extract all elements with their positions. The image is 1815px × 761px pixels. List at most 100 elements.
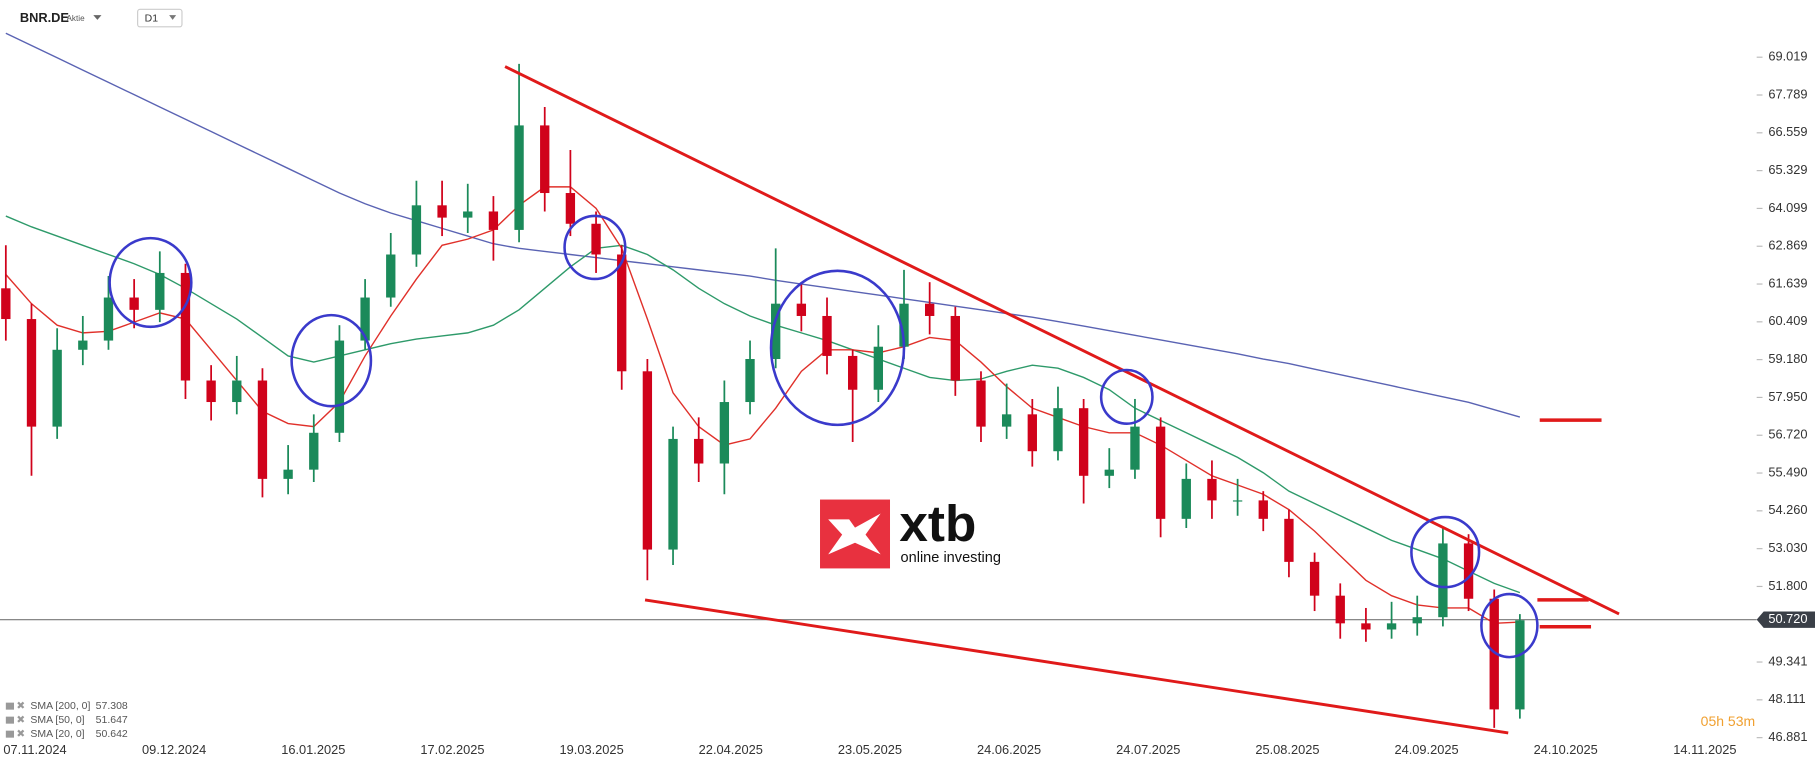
candle-body	[1463, 543, 1474, 599]
legend-icon	[5, 716, 14, 724]
candle-body	[642, 371, 653, 550]
logo-mark	[828, 513, 881, 555]
candle-body	[283, 469, 293, 479]
candle-body	[745, 359, 755, 403]
legend-icon	[5, 730, 14, 738]
resistance-line	[504, 65, 1620, 616]
candle-body	[1078, 408, 1089, 476]
y-tick-label: 46.881	[1768, 729, 1807, 744]
legend-close: ✖	[16, 700, 25, 712]
asset-type: Aktie	[66, 14, 85, 23]
top-bar: BNR.DE Aktie D1	[20, 8, 183, 28]
last-price-tag	[1756, 611, 1815, 628]
x-tick-label: 17.02.2025	[420, 742, 484, 757]
brand: xtb	[899, 495, 976, 552]
legend-close: ✖	[16, 728, 25, 740]
candle-body	[1104, 469, 1114, 476]
annotations	[108, 65, 1620, 735]
candle-body	[771, 303, 781, 360]
candle-body	[976, 380, 986, 427]
candle-body	[309, 432, 319, 470]
legend-name: SMA [50, 0]	[30, 714, 84, 726]
legend-value: 57.308	[96, 700, 128, 712]
candle-body	[950, 315, 960, 381]
y-tick-label: 60.409	[1768, 313, 1807, 328]
candle-body	[1232, 500, 1243, 502]
candle-body	[1027, 414, 1037, 452]
candle-body	[565, 193, 576, 224]
last-price-label: 50.720	[1768, 611, 1807, 626]
candle-body	[26, 319, 37, 427]
candle-body	[232, 380, 242, 403]
candle-body	[796, 303, 807, 316]
circle	[108, 236, 193, 329]
candle-body	[386, 254, 396, 298]
x-tick-label: 23.05.2025	[838, 742, 902, 757]
highlight-circles	[108, 214, 1539, 659]
legend-value: 51.647	[96, 714, 128, 726]
candle-body	[540, 125, 550, 194]
circle	[563, 214, 627, 281]
circle	[1410, 515, 1481, 589]
sma-line	[5, 215, 1521, 594]
candle-body	[668, 438, 678, 550]
candle-body	[1361, 623, 1371, 630]
y-tick-label: 62.869	[1768, 238, 1807, 253]
circle	[769, 269, 906, 427]
timeframe[interactable]: D1	[145, 12, 159, 24]
timeframe-caret	[169, 15, 177, 20]
x-tick-label: 19.03.2025	[560, 742, 624, 757]
sma-line	[5, 32, 1521, 418]
plot	[0, 32, 1757, 728]
candle-body	[1438, 543, 1448, 618]
candle-body	[514, 125, 524, 230]
symbol-dropdown[interactable]	[93, 15, 102, 20]
x-tick-label: 22.04.2025	[699, 742, 763, 757]
symbol[interactable]: BNR.DE	[20, 10, 70, 25]
legend-icon	[5, 702, 14, 710]
candle-body	[1386, 623, 1397, 630]
candle-body	[822, 315, 832, 356]
candle-body	[617, 254, 627, 372]
x-tick-label: 25.08.2025	[1255, 742, 1319, 757]
y-tick-label: 55.490	[1768, 464, 1807, 479]
candle-body	[694, 438, 704, 464]
candle-body	[1001, 414, 1012, 427]
circle	[290, 313, 373, 408]
y-tick-label: 61.639	[1768, 275, 1807, 290]
x-tick-label: 24.07.2025	[1116, 742, 1180, 757]
timeframe-box[interactable]	[137, 8, 183, 28]
legend-name: SMA [200, 0]	[30, 700, 90, 712]
y-tick-label: 48.111	[1768, 691, 1805, 706]
circle	[1099, 368, 1154, 425]
candle-body	[180, 272, 191, 381]
circle	[1480, 592, 1539, 659]
candle-body	[360, 297, 370, 341]
candle-body	[1053, 408, 1063, 452]
candle-body	[1284, 518, 1294, 562]
candle-body	[1412, 617, 1422, 624]
candle-body	[1489, 598, 1499, 710]
candle-body	[488, 211, 499, 230]
x-tick-label: 24.06.2025	[977, 742, 1041, 757]
candle-body	[463, 211, 473, 218]
legend: ✖ SMA [200, 0] 57.308 ✖ SMA [50, 0] 51.647 ✖ SM…	[5, 700, 128, 740]
candle-body	[719, 402, 730, 464]
candle-body	[1207, 478, 1217, 501]
candle-body	[1335, 595, 1345, 624]
y-tick-label: 57.950	[1768, 389, 1807, 404]
candle-body	[873, 346, 884, 390]
candle-body	[78, 340, 88, 350]
y-tick-label: 69.019	[1768, 49, 1807, 64]
y-tick-label: 51.800	[1768, 578, 1807, 593]
countdown: 05h 53m	[1701, 713, 1755, 729]
x-tick-label: 24.10.2025	[1534, 742, 1598, 757]
candle-body	[848, 355, 858, 390]
candle-body	[1130, 426, 1140, 470]
candle-body	[437, 205, 447, 218]
candle-body	[1, 288, 11, 320]
tagline: online investing	[901, 550, 1001, 566]
candle-body	[334, 340, 345, 433]
